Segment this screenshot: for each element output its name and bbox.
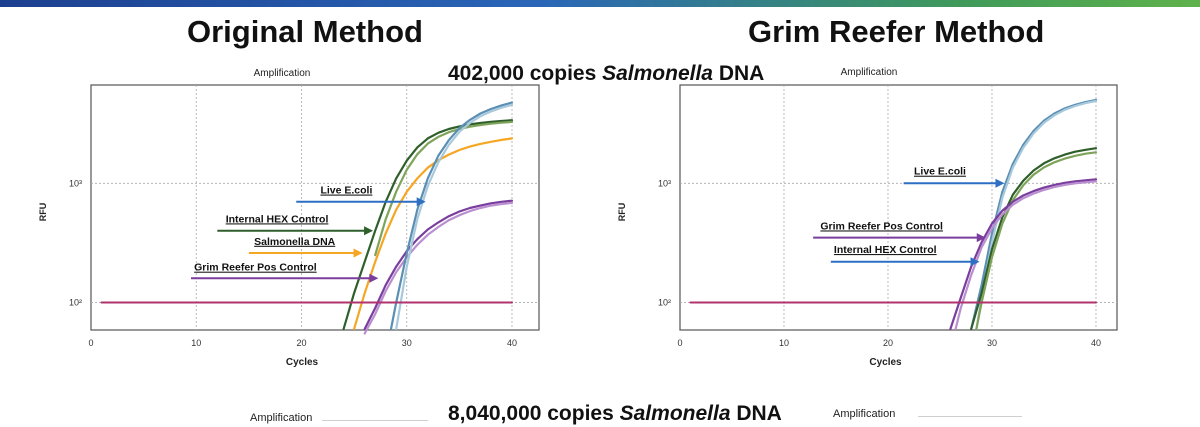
annotation-label: Internal HEX Control	[834, 244, 937, 256]
x-tick-label: 0	[677, 338, 682, 348]
y-tick-label: 10²	[69, 298, 82, 308]
annotation-label: Internal HEX Control	[226, 213, 329, 225]
divider-line	[322, 420, 428, 421]
y-tick-label: 10³	[69, 178, 82, 188]
caption-bottom-italic: Salmonella	[619, 402, 731, 425]
caption-bottom: 8,040,000 copies Salmonella DNA	[448, 402, 782, 426]
x-tick-label: 20	[296, 338, 306, 348]
annotation-arrowhead	[353, 248, 363, 258]
x-tick-label: 20	[883, 338, 893, 348]
y-tick-label: 10³	[658, 178, 671, 188]
x-tick-label: 30	[402, 338, 412, 348]
top-accent-bar	[0, 0, 1200, 7]
series-line	[395, 103, 514, 331]
series-line	[954, 180, 1098, 331]
series-line	[363, 201, 514, 335]
annotation-label: Grim Reefer Pos Control	[820, 220, 943, 232]
x-axis-label: Cycles	[869, 357, 902, 368]
caption-bottom-post: DNA	[730, 402, 782, 425]
x-tick-label: 0	[88, 338, 93, 348]
annotation-arrowhead	[970, 257, 980, 267]
y-tick-label: 10²	[658, 298, 671, 308]
caption-top: 402,000 copies Salmonella DNA	[448, 62, 764, 86]
series-line	[949, 178, 1098, 331]
plot-frame	[679, 84, 1118, 331]
y-axis-label: RFU	[38, 203, 48, 222]
x-axis-label: Cycles	[286, 357, 319, 368]
x-tick-label: 40	[507, 338, 517, 348]
annotation-label: Salmonella DNA	[254, 236, 336, 248]
y-axis-label: RFU	[617, 203, 627, 222]
title-grim-reefer-method: Grim Reefer Method	[748, 14, 1045, 49]
caption-top-italic: Salmonella	[602, 62, 713, 85]
bottom-right-amplification-label: Amplification	[833, 408, 896, 420]
annotation-label: Live E.coli	[320, 185, 372, 197]
caption-top-pre: 402,000 copies	[448, 62, 603, 85]
annotation-arrowhead	[416, 197, 426, 207]
series-line	[374, 120, 514, 257]
x-tick-label: 10	[779, 338, 789, 348]
annotation-arrowhead	[364, 226, 374, 236]
annotation-arrowhead	[995, 178, 1005, 188]
annotation-label: Live E.coli	[914, 166, 966, 178]
title-original-method: Original Method	[187, 14, 423, 49]
divider-line	[918, 416, 1022, 417]
annotation-label: Grim Reefer Pos Control	[194, 262, 317, 274]
series-line	[975, 99, 1098, 331]
caption-bottom-pre: 8,040,000 copies	[448, 402, 620, 425]
chart-title: Amplification	[254, 68, 311, 79]
series-line	[389, 101, 514, 331]
chart-title: Amplification	[841, 67, 898, 78]
x-tick-label: 10	[191, 338, 201, 348]
annotation-arrowhead	[976, 233, 986, 243]
annotation-arrowhead	[369, 273, 379, 283]
series-line	[970, 147, 1098, 331]
x-tick-label: 30	[987, 338, 997, 348]
bottom-left-amplification-label: Amplification	[250, 412, 313, 424]
caption-top-post: DNA	[713, 62, 765, 85]
series-line	[363, 199, 514, 331]
series-line	[353, 137, 514, 331]
series-line	[342, 119, 514, 331]
series-line	[975, 151, 1098, 331]
series-line	[970, 98, 1098, 331]
x-tick-label: 40	[1091, 338, 1101, 348]
